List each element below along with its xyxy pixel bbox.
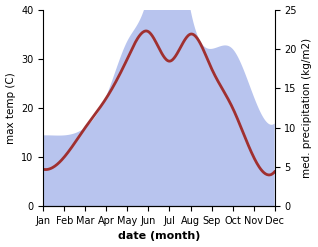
- Y-axis label: med. precipitation (kg/m2): med. precipitation (kg/m2): [302, 38, 313, 178]
- Y-axis label: max temp (C): max temp (C): [5, 72, 16, 144]
- X-axis label: date (month): date (month): [118, 231, 200, 242]
